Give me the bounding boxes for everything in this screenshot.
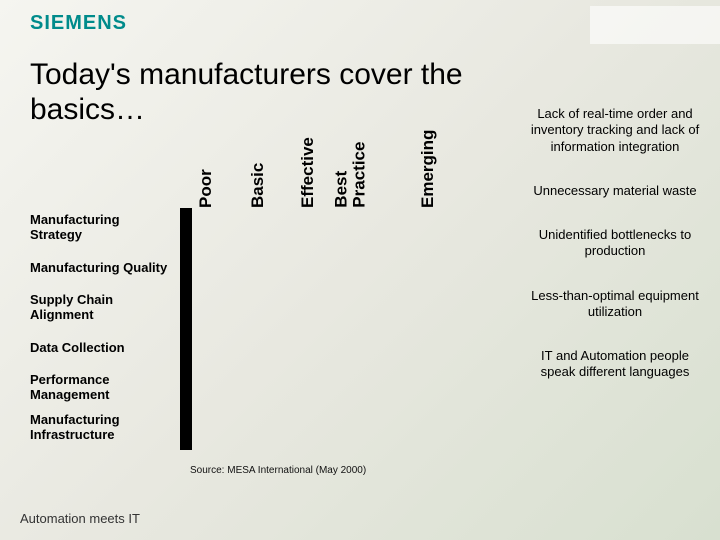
matrix-grid <box>180 208 192 450</box>
source-citation: Source: MESA International (May 2000) <box>190 465 366 476</box>
row-quality: Manufacturing Quality <box>30 248 175 288</box>
title-line1: Today's manufacturers cover the <box>30 58 463 91</box>
col-emerging: Emerging <box>418 130 438 208</box>
note-4: Less-than-optimal equipment utilization <box>530 288 700 321</box>
row-infrastructure: Manufacturing Infrastructure <box>30 408 175 448</box>
row-labels: Manufacturing Strategy Manufacturing Qua… <box>30 208 175 448</box>
slide-title: Today's manufacturers cover the basics… <box>30 58 463 127</box>
row-supply: Supply Chain Alignment <box>30 288 175 328</box>
brand-logo: SIEMENS <box>30 12 127 35</box>
notes-column: Lack of real-time order and inventory tr… <box>530 106 700 409</box>
title-line2: basics… <box>30 93 145 126</box>
footer-left: Automation meets IT <box>20 511 140 526</box>
col-basic: Basic <box>248 163 268 208</box>
top-right-block <box>590 6 720 44</box>
row-data: Data Collection <box>30 328 175 368</box>
note-2: Unnecessary material waste <box>530 183 700 199</box>
col-best-practice: BestPractice <box>332 142 368 208</box>
row-performance: Performance Management <box>30 368 175 408</box>
row-strategy: Manufacturing Strategy <box>30 208 175 248</box>
col-effective: Effective <box>298 137 318 208</box>
note-1: Lack of real-time order and inventory tr… <box>530 106 700 155</box>
note-3: Unidentified bottlenecks to production <box>530 227 700 260</box>
note-5: IT and Automation people speak different… <box>530 348 700 381</box>
col-poor: Poor <box>196 169 216 208</box>
